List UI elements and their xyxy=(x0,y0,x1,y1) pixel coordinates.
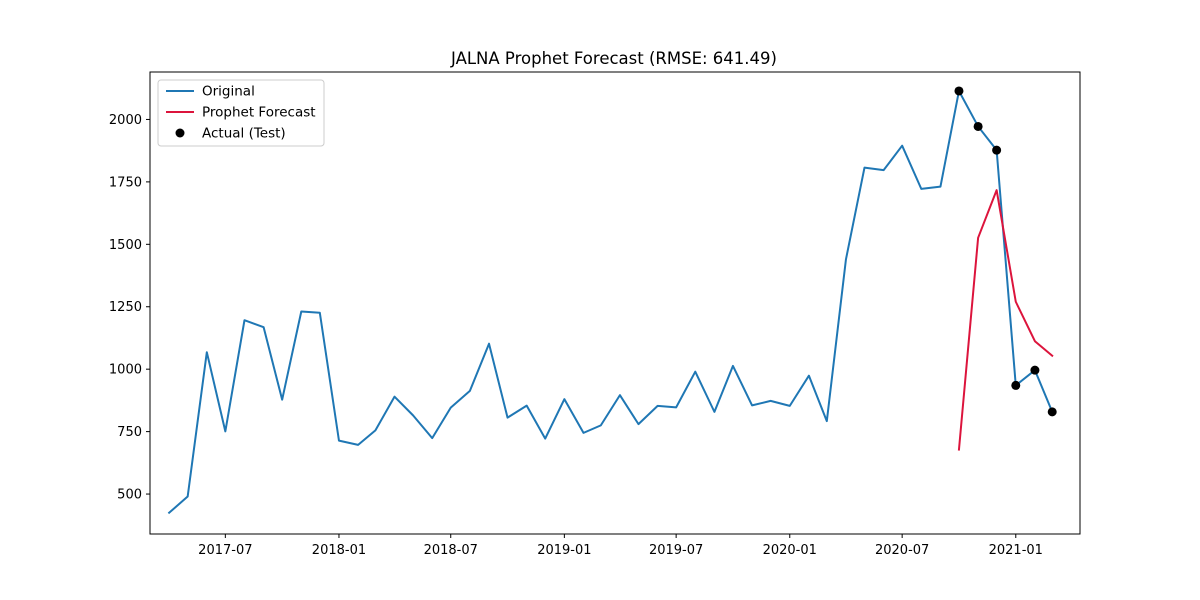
legend: Original Prophet Forecast Actual (Test) xyxy=(157,79,325,147)
legend-label: Actual (Test) xyxy=(202,126,286,142)
y-tick-label: 2000 xyxy=(109,113,142,128)
legend-box xyxy=(157,79,325,147)
y-tick-label: 1750 xyxy=(109,175,142,190)
x-tick-label: 2019-07 xyxy=(649,543,703,558)
legend-label: Original xyxy=(202,84,255,100)
axes: 500 750 1000 1250 1500 1750 2000 2017-07 2018-01… xyxy=(109,71,1081,558)
x-tick-label: 2020-01 xyxy=(763,543,817,558)
legend-label: Prophet Forecast xyxy=(202,105,316,121)
x-tick-label: 2018-01 xyxy=(312,543,366,558)
x-tick-label: 2020-07 xyxy=(875,543,929,558)
x-tick-label: 2019-01 xyxy=(537,543,591,558)
point-actual-test xyxy=(973,121,983,131)
x-tick-label: 2021-01 xyxy=(989,543,1043,558)
point-actual-test xyxy=(1047,407,1057,417)
y-tick-label: 1250 xyxy=(109,300,142,315)
axes-frame xyxy=(149,71,1081,535)
chart-title: JALNA Prophet Forecast (RMSE: 641.49) xyxy=(450,49,777,68)
x-tick-label: 2018-07 xyxy=(424,543,478,558)
y-tick-label: 1500 xyxy=(109,238,142,253)
x-tick-label: 2017-07 xyxy=(198,543,252,558)
point-actual-test xyxy=(1030,365,1040,375)
plot-area xyxy=(167,86,1057,515)
y-tick-label: 500 xyxy=(117,488,142,503)
point-actual-test xyxy=(1011,380,1021,390)
legend-swatch xyxy=(175,128,185,138)
point-actual-test xyxy=(954,86,964,96)
series-line-original xyxy=(167,89,1054,515)
point-actual-test xyxy=(992,145,1002,155)
series-line-prophet-forecast xyxy=(957,189,1054,451)
y-tick-label: 750 xyxy=(117,425,142,440)
y-tick-label: 1000 xyxy=(109,363,142,378)
